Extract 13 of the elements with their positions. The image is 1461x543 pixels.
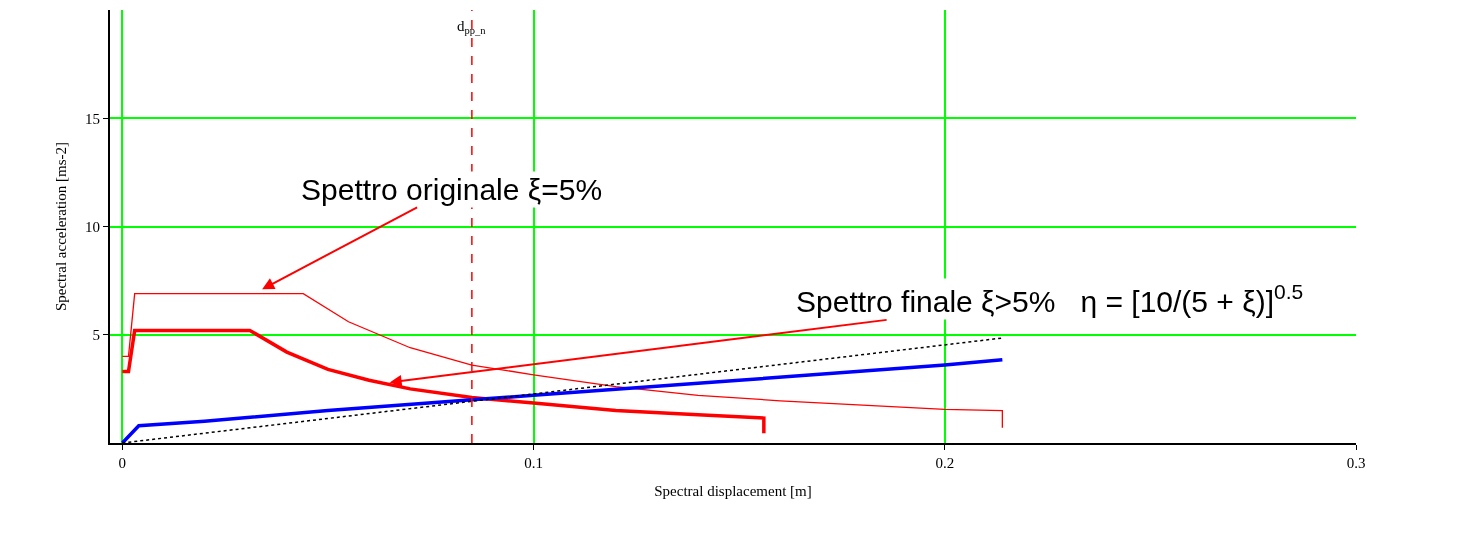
x-axis-title: Spectral displacement [m] [654,482,812,499]
x-tick-label: 0.1 [524,455,543,471]
annotation: Spettro finale ξ>5% η = [10/(5 + ξ)]$^{0.5}$ [796,280,1304,318]
y-tick-label: 10 [85,218,100,235]
x-tick-label: 0 [118,455,127,471]
ref-line-label: d$_{pp_n}$ [457,18,487,37]
y-tick-label: 15 [85,110,100,127]
y-axis-title: Spectral acceleration [ms-2] [52,141,69,312]
x-tick-label: 0.2 [935,455,955,471]
annotation: Spettro originale ξ=5% [301,173,603,206]
x-tick-label: 0.3 [1346,455,1366,471]
y-tick-label: 5 [92,327,100,343]
line-series [120,357,1005,443]
